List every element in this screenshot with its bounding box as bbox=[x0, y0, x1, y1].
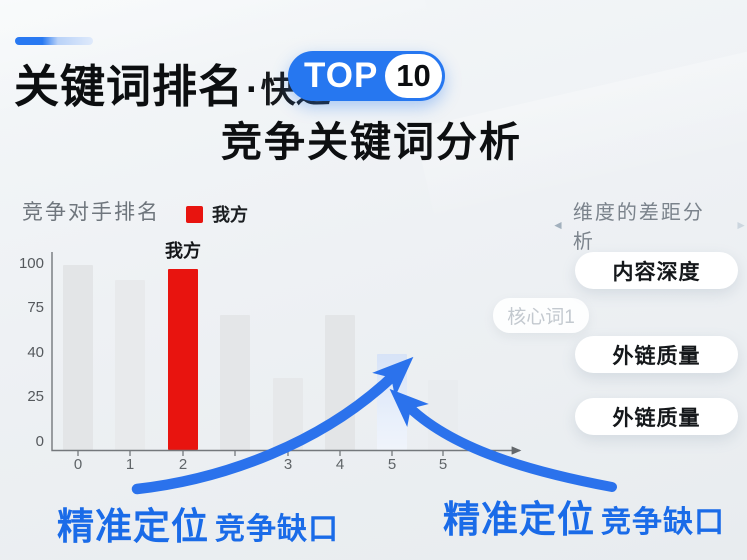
bar bbox=[115, 280, 145, 450]
top-badge-word: TOP bbox=[304, 56, 379, 95]
bar-ours bbox=[168, 269, 198, 450]
chevron-left-icon: ◄ bbox=[552, 218, 564, 232]
our-bar-callout: 我方 bbox=[165, 241, 201, 261]
caption-right-strong: 精准定位 bbox=[443, 499, 595, 540]
caption-left-rest: 竞争缺口 bbox=[215, 513, 339, 546]
caption-left: 精准定位 竞争缺口 bbox=[57, 496, 339, 550]
top10-badge: TOP 10 bbox=[288, 51, 445, 101]
y-tick-label: 75 bbox=[27, 299, 44, 316]
bar bbox=[325, 315, 355, 450]
caption-right-rest: 竞争缺口 bbox=[601, 506, 725, 539]
page-title: 关键词排名 · 快速 bbox=[14, 50, 331, 115]
chart-title: 竞争对手排名 bbox=[22, 201, 160, 224]
legend-label: 我方 bbox=[212, 205, 248, 225]
caption-left-strong: 精准定位 bbox=[57, 506, 209, 547]
panel-header: ◄ 维度的差距分析 ► bbox=[552, 196, 747, 254]
x-tick-label: 2 bbox=[178, 456, 188, 473]
x-tick-label: 5 bbox=[387, 456, 397, 473]
title-accent-bar bbox=[15, 37, 93, 45]
x-tick-label: 5 bbox=[438, 456, 448, 473]
bar bbox=[220, 315, 250, 450]
x-tick-label: 0 bbox=[73, 456, 83, 473]
y-tick-label: 100 bbox=[18, 255, 44, 272]
x-tick-label: 1 bbox=[125, 456, 135, 473]
y-tick-label: 25 bbox=[27, 388, 44, 405]
dimension-pill-backlink-quality[interactable]: 外链质量 bbox=[575, 336, 738, 373]
core-keyword-tag: 核心词1 bbox=[493, 298, 589, 333]
dimension-pill-content-depth[interactable]: 内容深度 bbox=[575, 252, 738, 289]
bar bbox=[377, 354, 407, 450]
x-tick-label: 3 bbox=[283, 456, 293, 473]
legend-swatch-red bbox=[186, 205, 203, 223]
top-badge-circle: 10 bbox=[385, 54, 442, 98]
y-tick-label: 40 bbox=[27, 344, 44, 361]
bar bbox=[63, 265, 93, 450]
title-separator-dot: · bbox=[246, 69, 259, 111]
bar bbox=[273, 378, 303, 450]
y-tick-label: 0 bbox=[35, 433, 44, 450]
x-tick-label: 4 bbox=[335, 456, 345, 473]
bar bbox=[428, 380, 458, 450]
page-subtitle: 竞争关键词分析 bbox=[221, 119, 522, 165]
chevron-right-icon: ► bbox=[735, 218, 747, 232]
title-main-text: 关键词排名 bbox=[14, 61, 245, 112]
caption-right: 精准定位 竞争缺口 bbox=[443, 489, 725, 543]
top-badge-number: 10 bbox=[396, 58, 431, 93]
panel-header-label: 维度的差距分析 bbox=[572, 202, 705, 253]
chart-legend: 我方 bbox=[186, 201, 248, 227]
dimension-pill-backlink-quality-2[interactable]: 外链质量 bbox=[575, 398, 738, 435]
